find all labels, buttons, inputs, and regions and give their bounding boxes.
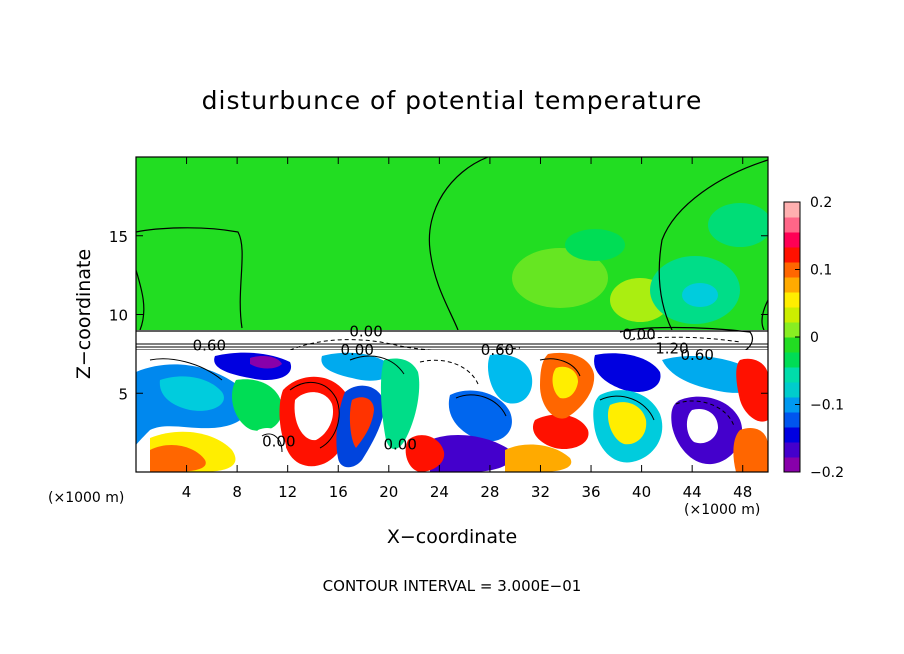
- x-tick-label: 48: [733, 483, 752, 501]
- contour-label: 1.20: [655, 340, 688, 358]
- x-tick-label: 12: [278, 483, 297, 501]
- upper-field-patch: [708, 203, 768, 247]
- x-tick-label: 32: [531, 483, 550, 501]
- contour-label: 0.00: [622, 325, 655, 343]
- colorbar-tick-label: −0.1: [810, 398, 844, 414]
- lower-contours: [149, 355, 735, 453]
- contour-label: 0.60: [193, 336, 226, 354]
- colorbar-segment: [784, 322, 800, 338]
- colorbar-segment: [784, 367, 800, 383]
- colorbar-segment: [784, 202, 800, 218]
- colorbar-segment: [784, 307, 800, 323]
- colorbar-segment: [784, 337, 800, 353]
- x-tick-label: 24: [430, 483, 449, 501]
- colorbar-segment: [784, 382, 800, 398]
- y-axis-ticks: 5 10 15: [109, 228, 768, 403]
- colorbar-tick-label: 0: [810, 330, 819, 346]
- contour-labels: 0.000.60 0.00 0.600.001.200.600.00 0.00: [193, 322, 714, 453]
- turbulent-patches: [136, 352, 768, 472]
- y-axis-label: Z−coordinate: [73, 248, 95, 380]
- contour-line: [658, 159, 768, 331]
- contour-line: [428, 157, 489, 331]
- contour-line: [629, 336, 741, 343]
- colorbar-segment: [784, 457, 800, 473]
- colorbar: 0.2 0.1 0 −0.1 −0.2: [783, 195, 844, 481]
- x-axis-unit: (×1000 m): [684, 502, 761, 518]
- upper-field-patch: [565, 229, 625, 261]
- x-tick-label: 20: [379, 483, 398, 501]
- colorbar-segment: [784, 352, 800, 368]
- x-tick-label: 4: [182, 483, 192, 501]
- colorbar-segment: [784, 217, 800, 233]
- y-tick-label: 5: [118, 385, 128, 403]
- colorbar-segment: [784, 397, 800, 413]
- colorbar-tick-label: 0.2: [810, 195, 832, 211]
- colorbar-segment: [784, 412, 800, 428]
- colorbar-segment: [784, 232, 800, 248]
- upper-field-patch: [512, 248, 608, 308]
- contour-label: 0.00: [262, 433, 295, 451]
- x-tick-label: 44: [683, 483, 702, 501]
- contour-label: 0.00: [383, 436, 416, 454]
- y-tick-label: 10: [109, 307, 128, 325]
- colorbar-tick-label: 0.1: [810, 263, 832, 279]
- plot-area: [136, 157, 768, 472]
- colorbar-segment: [784, 427, 800, 443]
- colorbar-segment: [784, 292, 800, 308]
- contour-label: 0.00: [349, 322, 382, 340]
- contour-line: [761, 299, 768, 331]
- y-tick-label: 15: [109, 228, 128, 246]
- x-tick-label: 28: [480, 483, 499, 501]
- contour-label: 0.00: [340, 341, 373, 359]
- contour-label: 0.60: [681, 346, 714, 364]
- x-tick-label: 40: [632, 483, 651, 501]
- contour-line: [136, 269, 145, 331]
- x-tick-label: 16: [329, 483, 348, 501]
- chart-title: disturbunce of potential temperature: [201, 86, 703, 115]
- contour-label: 0.60: [481, 341, 514, 359]
- x-tick-label: 36: [581, 483, 600, 501]
- y-axis-unit: (×1000 m): [48, 490, 125, 506]
- colorbar-segment: [784, 442, 800, 458]
- x-axis-label: X−coordinate: [386, 526, 518, 548]
- colorbar-tick-label: −0.2: [810, 465, 844, 481]
- contour-interval-note: CONTOUR INTERVAL = 3.000E−01: [322, 577, 582, 595]
- colorbar-segment: [784, 262, 800, 278]
- contour-line: [136, 227, 243, 329]
- contour-line: [619, 326, 753, 353]
- x-tick-label: 8: [232, 483, 242, 501]
- colorbar-segment: [784, 247, 800, 263]
- colorbar-segment: [784, 277, 800, 293]
- x-axis-ticks: 4 8 12 16 20 24 28 32 36 40 44 48: [182, 157, 752, 501]
- upper-field-patch: [682, 283, 718, 307]
